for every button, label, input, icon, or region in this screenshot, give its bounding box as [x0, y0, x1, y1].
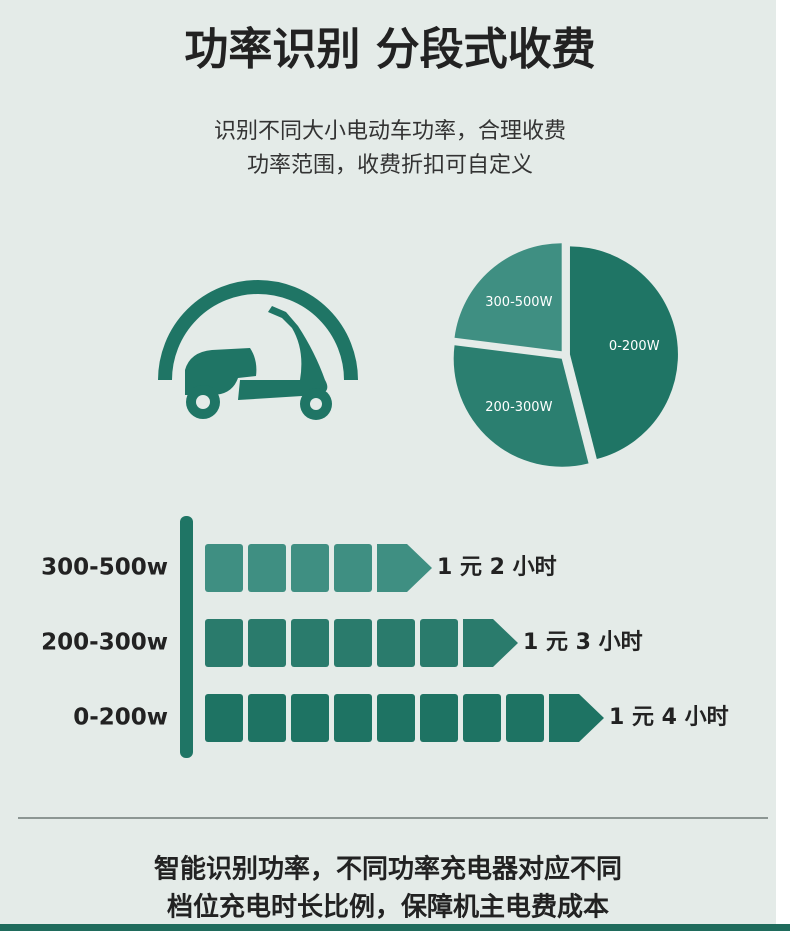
block [205, 694, 243, 742]
arrow [549, 694, 604, 742]
scooter-icon [158, 280, 358, 420]
block-group [205, 694, 604, 742]
rows: 300-500w 1 元 2 小时 200-300w 1 元 3 小时 0-200w 1 … [41, 544, 729, 742]
hub [310, 398, 322, 410]
scooter-front [238, 306, 328, 400]
pie-slice [453, 345, 589, 467]
block [291, 544, 329, 592]
arrow [463, 619, 518, 667]
block [334, 619, 372, 667]
edge [776, 0, 790, 931]
arc [158, 280, 358, 381]
subtitle: 功率范围，收费折扣可自定义 [247, 153, 533, 178]
rate: 1 元 3 小时 [523, 630, 643, 655]
arrow [377, 544, 432, 592]
slice-label: 200-300W [485, 400, 552, 415]
block [334, 694, 372, 742]
rate: 1 元 2 小时 [437, 555, 557, 580]
rate: 1 元 4 小时 [609, 705, 729, 730]
pie-slice [454, 243, 562, 352]
block [248, 694, 286, 742]
block [334, 544, 372, 592]
block [205, 544, 243, 592]
pie-slice [569, 246, 678, 459]
footer-text: 档位充电时长比例，保障机主电费成本 [167, 892, 609, 923]
row-label: 0-200w [73, 705, 168, 731]
block [506, 694, 544, 742]
title: 功率识别 分段式收费 [184, 24, 595, 75]
subtitle: 识别不同大小电动车功率，合理收费 [214, 119, 566, 144]
slice-label: 0-200W [609, 339, 660, 354]
block-group [205, 619, 518, 667]
block [248, 619, 286, 667]
block [291, 619, 329, 667]
row-label: 300-500w [41, 555, 168, 581]
slice-label: 300-500W [485, 295, 552, 310]
block [248, 544, 286, 592]
block [420, 694, 458, 742]
bottom-band [0, 924, 790, 931]
block [291, 694, 329, 742]
block [420, 619, 458, 667]
block [377, 694, 415, 742]
block [205, 619, 243, 667]
axis-bar [180, 516, 193, 758]
block [463, 694, 501, 742]
block-group [205, 544, 432, 592]
scooter-body [185, 348, 257, 395]
block [377, 619, 415, 667]
footer-text: 智能识别功率，不同功率充电器对应不同 [154, 854, 622, 885]
pie: 0-200W 200-300W 300-500W [453, 243, 678, 467]
hub [196, 395, 210, 409]
row-label: 200-300w [41, 630, 168, 656]
